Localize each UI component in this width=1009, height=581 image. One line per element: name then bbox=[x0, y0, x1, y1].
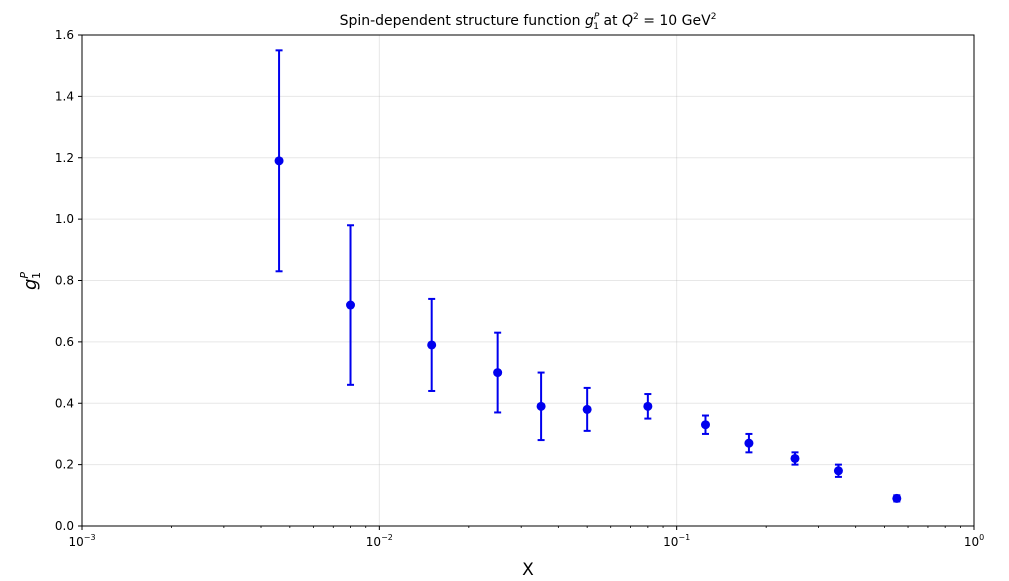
data-point bbox=[536, 401, 546, 411]
data-point bbox=[427, 340, 437, 350]
data-point bbox=[744, 438, 754, 448]
data-points bbox=[274, 156, 902, 503]
y-tick-label: 0.2 bbox=[55, 458, 74, 472]
data-point bbox=[346, 300, 356, 310]
grid bbox=[81, 34, 975, 527]
y-tick-label: 1.6 bbox=[55, 28, 74, 42]
y-tick-label: 0.0 bbox=[55, 519, 74, 533]
y-tick-label: 0.4 bbox=[55, 396, 74, 410]
y-tick-label: 0.6 bbox=[55, 335, 74, 349]
x-axis-ticks: 10−3 10−2 10−1 100 bbox=[68, 526, 984, 549]
y-tick-label: 1.4 bbox=[55, 89, 74, 103]
x-tick-label: 10−1 bbox=[663, 533, 690, 549]
data-point bbox=[700, 420, 710, 430]
y-tick-label: 0.8 bbox=[55, 274, 74, 288]
plot-frame bbox=[81, 34, 975, 527]
data-point bbox=[892, 493, 902, 503]
data-point bbox=[790, 453, 800, 463]
x-tick-label: 10−2 bbox=[366, 533, 393, 549]
data-point bbox=[493, 368, 503, 378]
y-tick-label: 1.2 bbox=[55, 151, 74, 165]
x-axis-label: X bbox=[522, 560, 534, 580]
data-point bbox=[643, 401, 653, 411]
chart-title: Spin-dependent structure function gP 1 at… bbox=[340, 12, 717, 32]
y-axis-ticks: 0.0 0.2 0.4 0.6 0.8 1.0 1.2 1.4 1.6 bbox=[55, 28, 82, 533]
y-tick-label: 1.0 bbox=[55, 212, 74, 226]
x-tick-label: 100 bbox=[964, 533, 984, 549]
data-point bbox=[582, 404, 592, 414]
data-point bbox=[833, 466, 843, 476]
data-point bbox=[274, 156, 284, 166]
x-tick-label: 10−3 bbox=[68, 533, 95, 549]
y-axis-label: gP1 bbox=[18, 272, 43, 290]
error-bars bbox=[275, 49, 901, 503]
